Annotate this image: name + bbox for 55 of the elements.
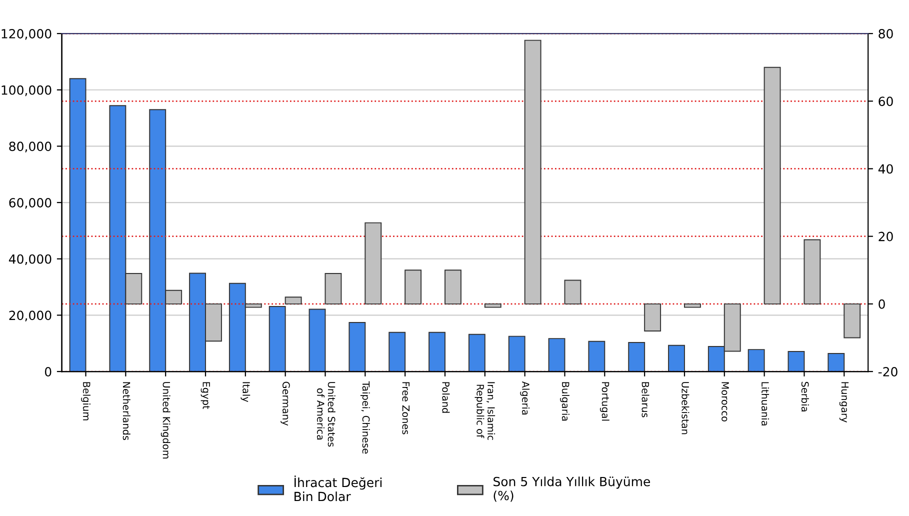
y-tick-label: 120,000 [2, 29, 52, 40]
x-tick-label: Free Zones [402, 382, 410, 434]
x-tick-label: United States of America [316, 382, 336, 447]
bar [348, 322, 366, 372]
bar [508, 336, 526, 372]
bar [748, 349, 765, 372]
y-tick-label: 80,000 [9, 142, 52, 152]
x-tick-label: Poland [442, 382, 450, 413]
y2-tick-label: 0 [878, 299, 885, 309]
y-tick-label: 20,000 [9, 310, 52, 322]
x-tick-label: United Kingdom [160, 382, 170, 458]
legend-label: Son 5 Yılda Yıllık Büyüme (%) [494, 476, 650, 502]
x-tick-label: Iran, Islamic Republic of [474, 382, 496, 440]
x-tick-label: Uzbekistan [682, 382, 690, 434]
x-tick-label: Germany [280, 382, 290, 426]
bar [428, 332, 446, 372]
bar [788, 351, 805, 372]
y-tick-label: 0 [44, 366, 52, 376]
y2-tick-label: 20 [878, 232, 893, 242]
bar [588, 340, 606, 372]
y2-tick-label: 40 [878, 164, 893, 174]
y-tick-label: 100,000 [2, 85, 52, 96]
x-tick-label: Italy [240, 382, 250, 402]
bar [548, 338, 566, 372]
x-tick-label: Taipei, Chinese [360, 381, 370, 454]
x-tick-label: Belarus [642, 382, 650, 418]
bar [404, 270, 422, 304]
x-tick-label: Hungary [839, 382, 849, 422]
y2-tick-label: 60 [878, 96, 893, 106]
y-tick-label: 60,000 [9, 198, 52, 209]
legend-label: İhracat Değeri Bin Dolar [294, 476, 382, 502]
bar [388, 332, 406, 372]
bar [444, 270, 462, 304]
bar [324, 273, 342, 304]
bar [564, 280, 582, 304]
y-tick-label: 40,000 [8, 254, 52, 266]
x-tick-label: Algeria [520, 381, 530, 415]
bar [308, 308, 326, 372]
x-tick-label: Morocco [722, 382, 729, 422]
x-tick-label: Serbia [801, 382, 809, 412]
bar [668, 344, 685, 372]
bar [628, 342, 646, 372]
x-tick-label: Belgium [81, 382, 90, 420]
x-tick-label: Egypt [200, 382, 210, 410]
x-tick-label: Netherlands [122, 382, 130, 440]
y2-tick-label: 80 [878, 29, 893, 38]
x-tick-label: Portugal [600, 382, 610, 421]
bar [468, 334, 486, 372]
x-tick-label: Bulgaria [560, 382, 570, 421]
bar [484, 303, 502, 308]
bar [684, 303, 701, 308]
x-tick-label: Lithuania [761, 382, 770, 426]
bar [69, 78, 86, 372]
y2-tick-label: -20 [878, 366, 898, 376]
bar [828, 353, 845, 372]
